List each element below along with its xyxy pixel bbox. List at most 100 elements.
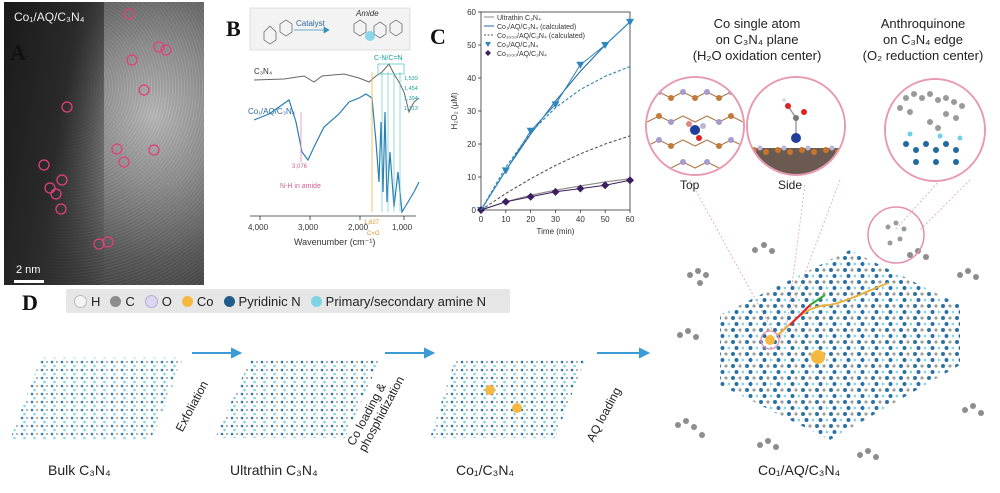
- x-tick-label: 10: [501, 215, 510, 224]
- legend-entry: Co₁₀₀₀/AQ/C₃N₄: [497, 51, 547, 58]
- legend-co-label: Co: [196, 293, 214, 309]
- stage-co1: Co₁/C₃N₄: [456, 462, 515, 478]
- x-axis-label: Time (min): [537, 227, 575, 236]
- legend-c: C: [110, 294, 135, 309]
- legend-h-label: H: [91, 293, 101, 309]
- series-line-5: [480, 65, 631, 211]
- panel-a-stem-image: Co₁/AQ/C₃N₄ 2 nm: [4, 2, 204, 285]
- x-tick-label: 40: [576, 215, 585, 224]
- co-caption-line1: Co single atom: [713, 16, 801, 31]
- x-tick-label: 0: [479, 215, 484, 224]
- data-point-triangle: [626, 18, 634, 26]
- trace-co1-label: Co₁/AQ/C₃N₄: [248, 107, 295, 116]
- side-view-label: Side: [778, 178, 803, 192]
- top-view-zoom: [645, 76, 745, 176]
- y-axis-label: H₂O₂ (μM): [450, 92, 459, 129]
- top-view-structure: [647, 78, 743, 174]
- legend-o-label: O: [161, 293, 172, 309]
- synthesis-stages: [10, 347, 651, 440]
- co-caption-line3: (H₂O oxidation center): [692, 48, 822, 63]
- data-point-triangle: [601, 42, 610, 49]
- legend-amine-n: Primary/secondary amine N: [310, 293, 487, 309]
- legend-amine-n-label: Primary/secondary amine N: [325, 293, 487, 309]
- data-point-triangle: [551, 101, 560, 109]
- o-atom-icon: [144, 294, 158, 308]
- x-tick-label: 30: [551, 215, 560, 224]
- co-site-caption: Co single atom on C₃N₄ plane (H₂O oxidat…: [672, 16, 842, 64]
- aq-caption-line2: on C₃N₄ edge: [883, 32, 963, 47]
- y-tick-label: 10: [467, 173, 476, 182]
- data-point-triangle: [501, 167, 510, 175]
- data-point-diamond: [626, 176, 634, 185]
- sample-label: Co₁/AQ/C₃N₄: [14, 10, 85, 24]
- co-caption-line2: on C₃N₄ plane: [715, 32, 799, 47]
- side-view-zoom: [746, 76, 846, 176]
- y-tick-label: 40: [467, 74, 476, 83]
- panel-b-letter: B: [226, 16, 241, 41]
- data-point-diamond: [551, 187, 560, 196]
- peak-1394: 1,394: [404, 96, 418, 102]
- y-tick-label: 60: [467, 8, 476, 17]
- panel-d-letter: D: [22, 290, 38, 315]
- aq-edge-structure: [886, 80, 984, 180]
- stage-ultrathin: Ultrathin C₃N₄: [230, 462, 318, 478]
- scale-bar: [14, 280, 44, 283]
- pyridinic-n-icon: [223, 295, 235, 307]
- nh-peak-value: 3,076: [292, 164, 308, 170]
- nh-peak-label: N-H in amide: [280, 183, 321, 190]
- panel-a-letter: A: [10, 40, 26, 65]
- y-tick-label: 20: [467, 140, 476, 149]
- xtick-1000: 1,000: [392, 223, 413, 232]
- data-point-diamond: [576, 184, 585, 193]
- legend-marker: [485, 50, 491, 56]
- legend-entry: Ultrathin C₃N₄: [497, 15, 541, 22]
- xtick-2000: 2,000: [348, 223, 369, 232]
- co-atom-icon: [181, 295, 193, 307]
- ultrathin-c3n4-sheet: [215, 360, 380, 438]
- legend-pyridinic-n: Pyridinic N: [223, 293, 301, 309]
- x-tick-label: 50: [601, 215, 610, 224]
- data-point-diamond: [601, 181, 610, 190]
- y-tick-label: 30: [467, 107, 476, 116]
- bulk-c3n4-sheet: [10, 356, 184, 440]
- data-point-triangle: [526, 127, 535, 135]
- x-tick-label: 20: [526, 215, 535, 224]
- top-view-label: Top: [680, 178, 700, 192]
- scheme-amide: Amide: [355, 9, 379, 18]
- scale-label: 2 nm: [16, 264, 41, 276]
- aq-caption-line1: Anthroquinone: [880, 16, 966, 31]
- legend-pyridinic-n-label: Pyridinic N: [238, 293, 301, 309]
- trace-c3n4-label: C₃N₄: [254, 67, 272, 76]
- co1-c3n4-sheet: [430, 360, 585, 438]
- xlabel-wavenumber: Wavenumber (cm⁻¹): [294, 237, 375, 247]
- c-atom-icon: [110, 295, 122, 307]
- legend-entry: Co₁/AQ/C₃N₄ (calculated): [497, 24, 576, 31]
- atom-legend: H C O Co Pyridinic N Primary/secondary a…: [66, 289, 510, 313]
- aq-caption-line3: (O₂ reduction center): [862, 48, 984, 63]
- series-line-2: [480, 135, 631, 211]
- single-atom-markers: [38, 8, 172, 250]
- stage-bulk: Bulk C₃N₄: [48, 462, 111, 478]
- xtick-3000: 3,000: [298, 223, 319, 232]
- stage-co1-aq: Co₁/AQ/C₃N₄: [758, 462, 841, 478]
- legend-entry: Co₁₀₀₀/AQ/C₃N₄ (calculated): [497, 33, 585, 40]
- data-point-triangle: [576, 61, 585, 69]
- legend-marker: [485, 42, 491, 47]
- data-point-diamond: [501, 197, 510, 206]
- data-point-diamond: [526, 192, 535, 201]
- panel-c-letter: C: [430, 24, 446, 49]
- y-tick-label: 0: [472, 206, 477, 215]
- scheme-catalyst: Catalyst: [296, 19, 326, 28]
- legend-h: H: [74, 294, 100, 309]
- legend-co: Co: [181, 293, 214, 309]
- panel-c-h2o2-chart: 0 10 20 30 40 50 60 0 10 20 30 40 50 60 Time (min) H₂O₂…: [450, 8, 635, 236]
- aq-site-caption: Anthroquinone on C₃N₄ edge (O₂ reduction…: [848, 16, 998, 64]
- h-atom-icon: [74, 294, 87, 308]
- peak-1313: 1,313: [404, 106, 418, 112]
- legend-entry: Co₁/AQ/C₃N₄: [497, 42, 538, 49]
- co1-aq-c3n4-sheet: [675, 206, 984, 460]
- aq-edge-zoom: [884, 78, 986, 182]
- peak-1454: 1,454: [404, 86, 418, 92]
- panel-b-ftir-spectrum: Catalyst Amide C₃N₄ Co₁/AQ/C₃N₄ 3,076 N-…: [248, 7, 420, 247]
- amine-n-icon: [310, 295, 322, 307]
